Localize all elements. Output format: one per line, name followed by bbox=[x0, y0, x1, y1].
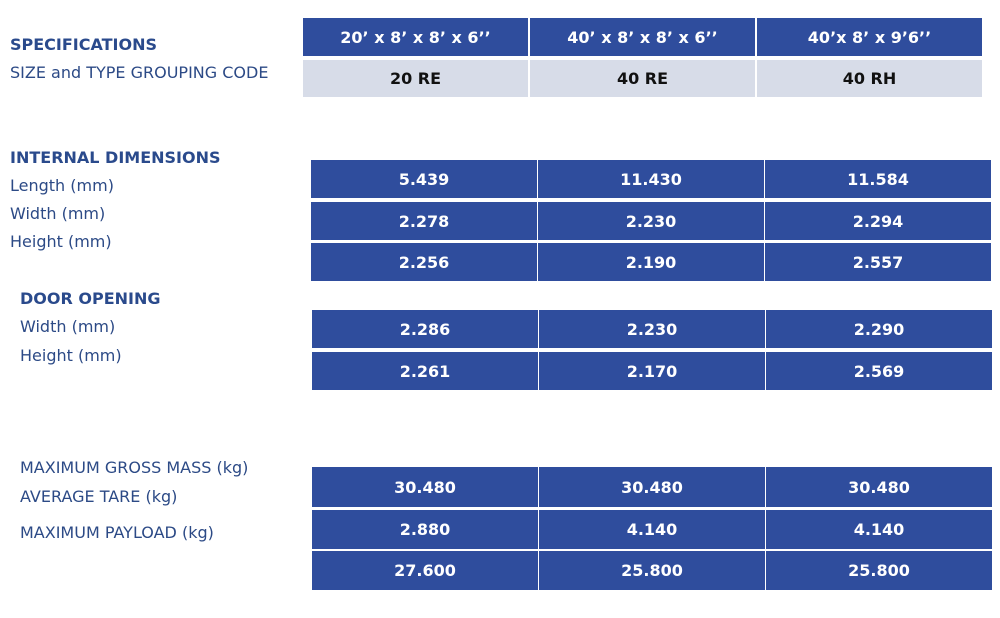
row-label: Height (mm) bbox=[10, 232, 112, 251]
size-header: 40’ x 8’ x 8’ x 6’’ bbox=[530, 18, 755, 56]
size-header: 20’ x 8’ x 8’ x 6’’ bbox=[303, 18, 528, 56]
value-cell: 2.294 bbox=[765, 202, 991, 240]
size-header: 40’x 8’ x 9’6’’ bbox=[757, 18, 982, 56]
value-cell: 4.140 bbox=[539, 510, 765, 549]
value-cell: 2.261 bbox=[312, 352, 538, 390]
section-title: INTERNAL DIMENSIONS bbox=[10, 148, 221, 167]
value-cell: 2.290 bbox=[766, 310, 992, 348]
type-code: 20 RE bbox=[303, 60, 528, 97]
value-cell: 2.557 bbox=[765, 243, 991, 281]
value-cell: 2.880 bbox=[312, 510, 538, 549]
value-cell: 2.170 bbox=[539, 352, 765, 390]
section-title: DOOR OPENING bbox=[20, 289, 161, 308]
row-label: MAXIMUM GROSS MASS (kg) bbox=[20, 458, 249, 477]
row-label: AVERAGE TARE (kg) bbox=[20, 487, 178, 506]
value-cell: 11.584 bbox=[765, 160, 991, 198]
row-label: SIZE and TYPE GROUPING CODE bbox=[10, 63, 269, 82]
value-cell: 5.439 bbox=[311, 160, 537, 198]
type-code: 40 RH bbox=[757, 60, 982, 97]
value-cell: 4.140 bbox=[766, 510, 992, 549]
value-cell: 27.600 bbox=[312, 551, 538, 590]
value-cell: 25.800 bbox=[766, 551, 992, 590]
value-cell: 2.230 bbox=[539, 310, 765, 348]
value-cell: 30.480 bbox=[312, 467, 538, 507]
row-label: Length (mm) bbox=[10, 176, 114, 195]
value-cell: 25.800 bbox=[539, 551, 765, 590]
value-cell: 30.480 bbox=[539, 467, 765, 507]
row-label: Width (mm) bbox=[20, 317, 116, 336]
value-cell: 2.256 bbox=[311, 243, 537, 281]
row-label: Width (mm) bbox=[10, 204, 106, 223]
row-label: MAXIMUM PAYLOAD (kg) bbox=[20, 523, 214, 542]
value-cell: 2.230 bbox=[538, 202, 764, 240]
value-cell: 11.430 bbox=[538, 160, 764, 198]
value-cell: 2.190 bbox=[538, 243, 764, 281]
section-title: SPECIFICATIONS bbox=[10, 35, 158, 54]
row-label: Height (mm) bbox=[20, 346, 122, 365]
value-cell: 2.286 bbox=[312, 310, 538, 348]
value-cell: 2.278 bbox=[311, 202, 537, 240]
type-code: 40 RE bbox=[530, 60, 755, 97]
value-cell: 2.569 bbox=[766, 352, 992, 390]
value-cell: 30.480 bbox=[766, 467, 992, 507]
